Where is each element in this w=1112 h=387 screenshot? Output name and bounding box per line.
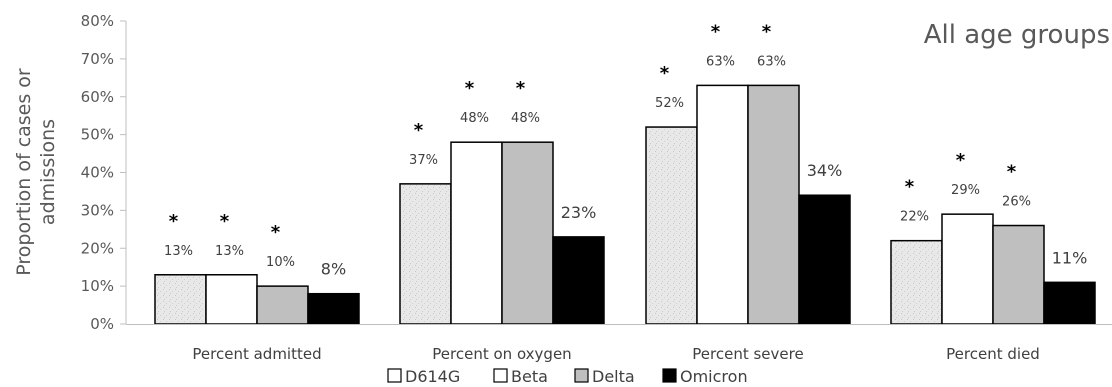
bar-delta-percent-admitted — [256, 285, 309, 325]
bar-d614g-percent-died — [890, 239, 943, 325]
legend-swatch-delta — [574, 368, 589, 383]
data-label-beta-percent-died: 29% — [951, 183, 980, 198]
legend-label-beta: Beta — [511, 367, 548, 386]
category-label-percent-severe: Percent severe — [692, 345, 803, 363]
bar-beta-percent-severe — [696, 84, 749, 325]
bar-delta-percent-on-oxygen — [501, 141, 554, 325]
y-axis-label-line-1: Proportion of cases or — [13, 68, 35, 276]
bar-delta-percent-died — [992, 224, 1045, 325]
y-tick-label: 80% — [81, 12, 114, 30]
data-label-beta-percent-severe: 63% — [706, 54, 735, 69]
bar-d614g-percent-on-oxygen — [399, 183, 452, 325]
y-tick-label: 50% — [81, 126, 114, 144]
legend-label-d614g: D614G — [405, 367, 460, 386]
y-axis-label-line-2: admissions — [37, 119, 59, 225]
significance-star-d614g-percent-severe: * — [660, 63, 670, 84]
significance-star-delta-percent-severe: * — [762, 21, 772, 42]
legend-label-omicron: Omicron — [680, 367, 748, 386]
significance-star-beta-percent-died: * — [956, 150, 966, 171]
legend-label-delta: Delta — [592, 367, 635, 386]
significance-star-beta-percent-on-oxygen: * — [465, 78, 475, 99]
bar-omicron-percent-severe — [798, 194, 851, 325]
data-label-d614g-percent-on-oxygen: 37% — [409, 153, 438, 168]
y-tick-label: 0% — [90, 315, 114, 333]
bar-beta-percent-admitted — [205, 274, 258, 325]
significance-star-beta-percent-admitted: * — [220, 211, 230, 232]
y-tick-label: 20% — [81, 239, 114, 257]
y-tick-label: 10% — [81, 277, 114, 295]
significance-star-beta-percent-severe: * — [711, 21, 721, 42]
data-label-beta-percent-on-oxygen: 48% — [460, 111, 489, 126]
bar-omicron-percent-admitted — [307, 292, 360, 325]
legend: D614G Beta Delta Omicron — [387, 367, 748, 386]
bar-delta-percent-severe — [747, 84, 800, 325]
legend-swatch-d614g — [387, 368, 402, 383]
significance-star-delta-percent-on-oxygen: * — [516, 78, 526, 99]
data-label-beta-percent-admitted: 13% — [215, 244, 244, 259]
category-label-percent-died: Percent died — [946, 345, 1040, 363]
significance-star-d614g-percent-on-oxygen: * — [414, 120, 424, 141]
category-label-percent-admitted: Percent admitted — [192, 345, 321, 363]
significance-star-d614g-percent-died: * — [905, 177, 915, 198]
significance-star-delta-percent-admitted: * — [271, 222, 281, 243]
bar-omicron-percent-died — [1043, 281, 1096, 325]
y-tick-label: 40% — [81, 164, 114, 182]
data-label-omicron-percent-admitted: 8% — [321, 260, 346, 279]
data-label-omicron-percent-on-oxygen: 23% — [561, 203, 597, 222]
y-axis: 0% 10% 20% 30% 40% 50% 60% 70% 80% — [81, 12, 127, 333]
legend-swatch-beta — [493, 368, 508, 383]
data-label-omicron-percent-severe: 34% — [807, 161, 843, 180]
bar-d614g-percent-admitted — [154, 274, 207, 325]
data-label-omicron-percent-died: 11% — [1052, 248, 1088, 267]
data-label-d614g-percent-admitted: 13% — [164, 244, 193, 259]
category-label-percent-on-oxygen: Percent on oxygen — [432, 345, 571, 363]
y-tick-label: 30% — [81, 201, 114, 219]
chart-title: All age groups — [924, 20, 1110, 50]
bar-omicron-percent-on-oxygen — [552, 236, 605, 325]
y-axis-label: Proportion of cases or admissions — [13, 68, 59, 276]
bar-beta-percent-died — [941, 213, 994, 325]
bars: 13% * 13% * 10% * 8% 37% * 48% * 48% * 23% 52% * 63% * 63%… — [154, 21, 1096, 325]
data-label-delta-percent-died: 26% — [1002, 195, 1031, 210]
y-tick-label: 70% — [81, 50, 114, 68]
bar-d614g-percent-severe — [645, 126, 698, 325]
data-label-delta-percent-admitted: 10% — [266, 255, 295, 270]
legend-swatch-omicron — [662, 368, 677, 383]
significance-star-d614g-percent-admitted: * — [169, 211, 179, 232]
data-label-d614g-percent-died: 22% — [900, 210, 929, 225]
data-label-d614g-percent-severe: 52% — [655, 96, 684, 111]
data-label-delta-percent-severe: 63% — [757, 54, 786, 69]
y-tick-label: 60% — [81, 88, 114, 106]
bar-beta-percent-on-oxygen — [450, 141, 503, 325]
data-label-delta-percent-on-oxygen: 48% — [511, 111, 540, 126]
significance-star-delta-percent-died: * — [1007, 162, 1017, 183]
x-axis: Percent admitted Percent on oxygen Percent… — [126, 324, 1112, 363]
